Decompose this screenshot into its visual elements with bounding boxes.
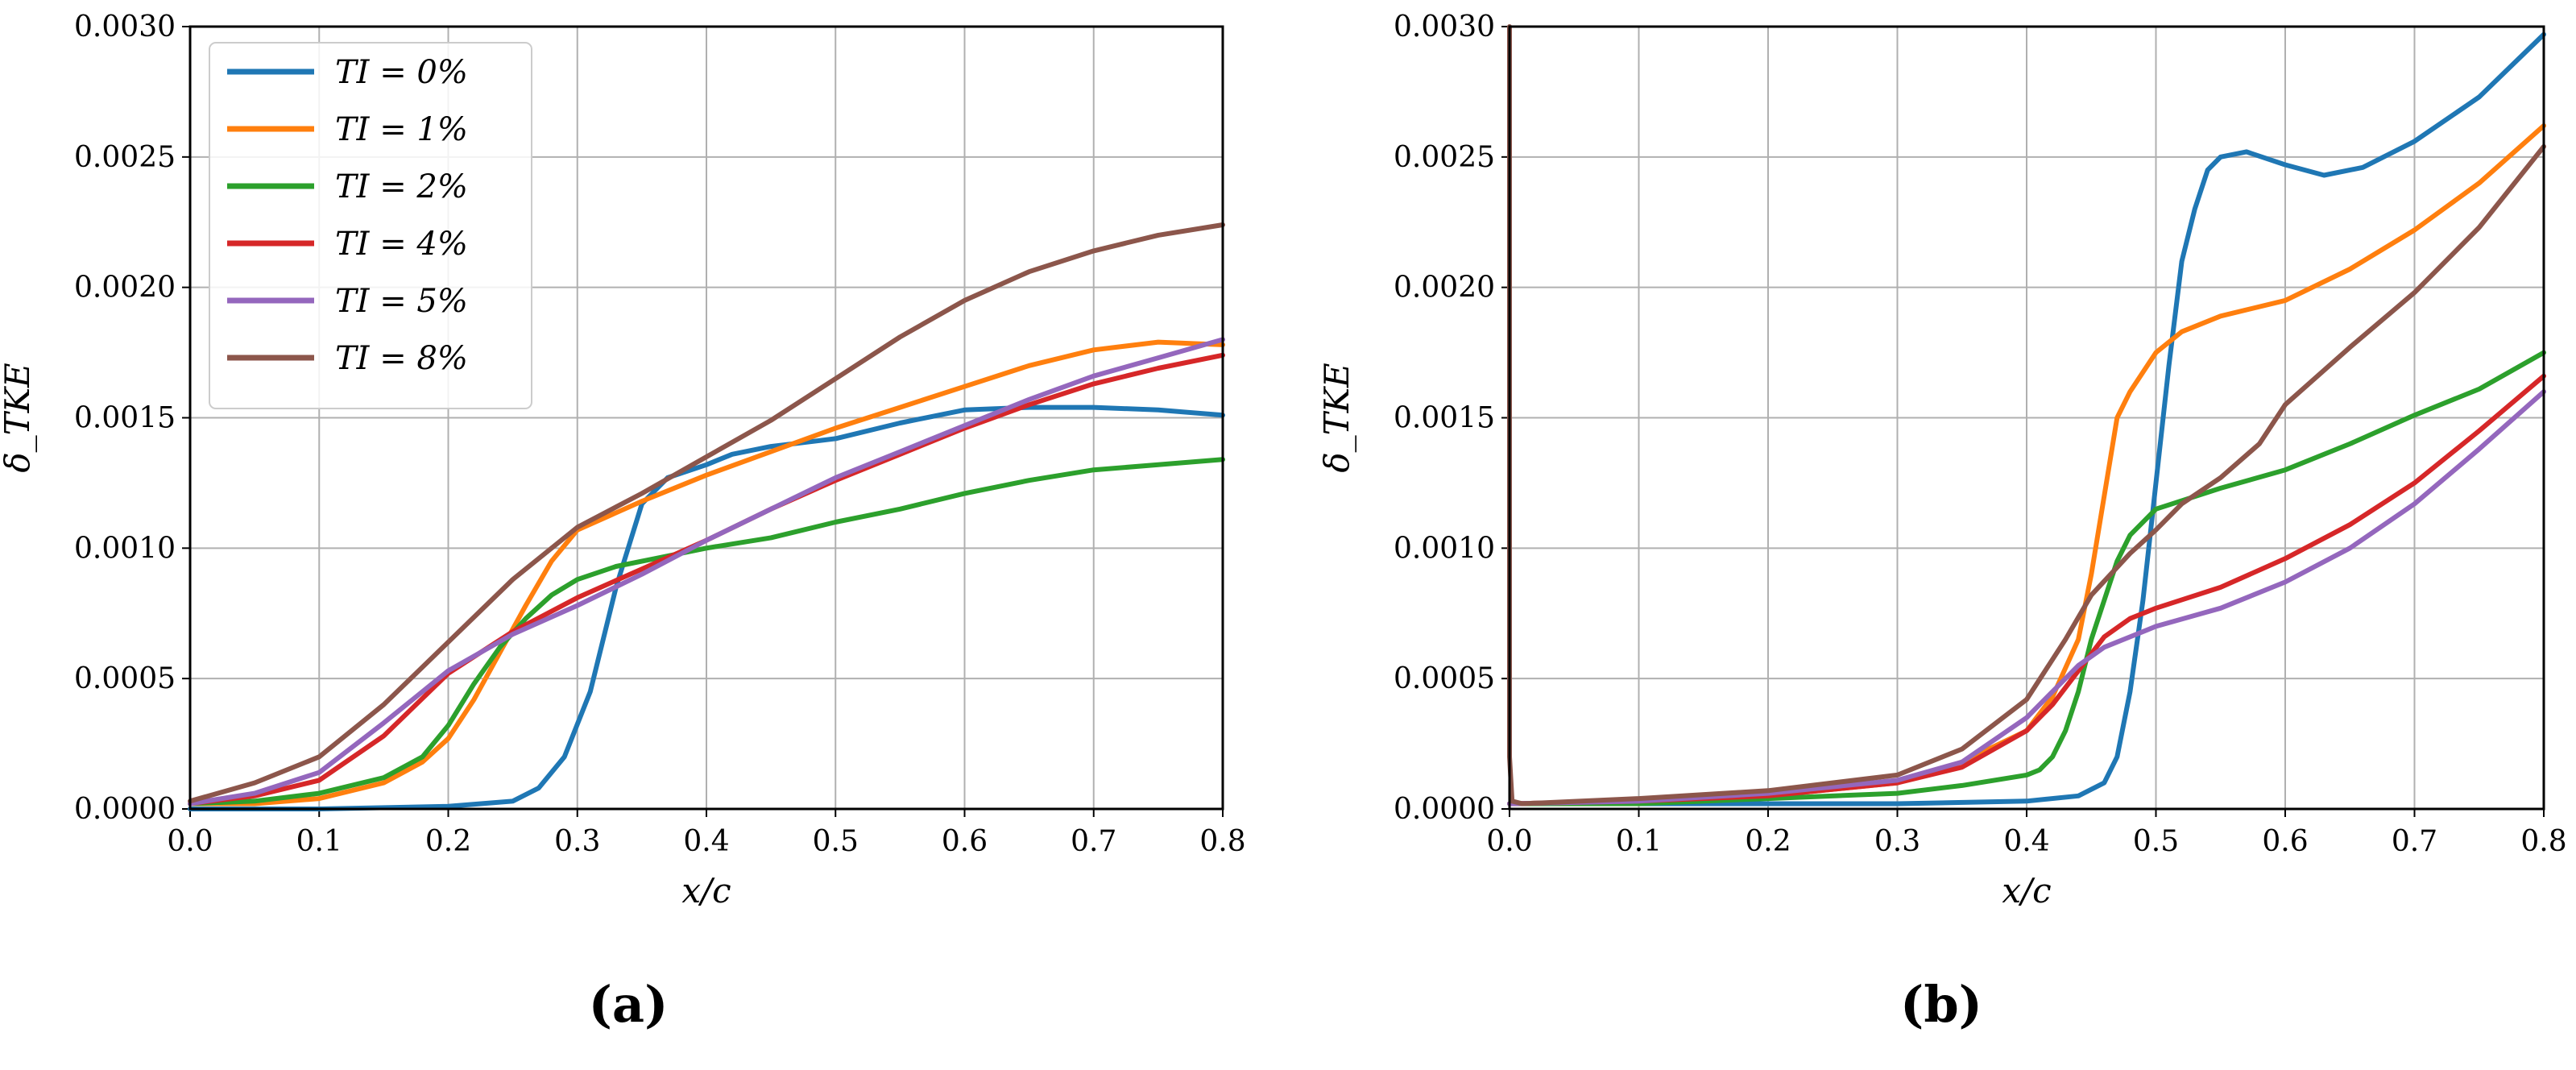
x-tick-label: 0.0 (1486, 825, 1532, 858)
y-tick-label: 0.0005 (1394, 662, 1495, 695)
y-tick-label: 0.0005 (74, 662, 176, 695)
series-line-4pct (1507, 373, 2546, 807)
grid-a (189, 26, 1224, 810)
lines-a (188, 222, 1225, 811)
x-tick-label: 0.4 (683, 825, 729, 858)
series-line-5pct (188, 337, 1225, 807)
x-tick-label: 0.7 (2392, 825, 2437, 858)
x-axis-label-a: x/c (681, 871, 731, 910)
legend-label: TI = 4% (335, 226, 468, 263)
plot-frame-a (188, 25, 1224, 811)
legend-label: TI = 0% (335, 54, 468, 91)
x-tick-label: 0.1 (296, 825, 342, 858)
ticks-b: 0.0 0.1 0.2 0.3 0.4 0.5 0.6 0.7 0.8 0.0000 0.0005 0… (1394, 10, 2567, 858)
x-tick-label: 0.5 (2133, 825, 2179, 858)
x-tick-label: 0.3 (1874, 825, 1920, 858)
x-tick-label: 0.3 (554, 825, 600, 858)
x-tick-label: 0.8 (2520, 825, 2566, 858)
y-tick-label: 0.0010 (74, 532, 176, 565)
ticks-a: 0.0 0.1 0.2 0.3 0.4 0.5 0.6 0.7 0.8 0.0000 0.0005 0… (74, 10, 1246, 858)
series-line-5pct (1507, 389, 2546, 807)
series-line-8pct (1507, 24, 2546, 807)
y-tick-label: 0.0025 (74, 141, 176, 174)
series-line-0pct (1507, 31, 2546, 807)
x-tick-label: 0.7 (1071, 825, 1116, 858)
y-tick-label: 0.0030 (74, 10, 176, 44)
x-axis-label-b: x/c (2002, 871, 2051, 910)
legend-label: TI = 8% (335, 340, 468, 377)
y-tick-label: 0.0015 (1394, 402, 1495, 435)
caption-b: (b) (1900, 975, 1982, 1034)
legend-label: TI = 2% (335, 168, 468, 205)
legend-a: TI = 0% TI = 1% TI = 2% TI = 4% TI = 5% TI = … (209, 42, 532, 409)
y-tick-label: 0.0020 (74, 272, 176, 305)
grid-b (1509, 26, 2545, 810)
x-tick-label: 0.4 (2003, 825, 2049, 858)
lines-b (1507, 24, 2546, 807)
x-tick-label: 0.5 (813, 825, 859, 858)
y-tick-label: 0.0015 (74, 402, 176, 435)
series-line-2pct (1507, 350, 2546, 807)
legend-label: TI = 5% (335, 283, 468, 320)
y-tick-label: 0.0010 (1394, 532, 1495, 565)
y-tick-label: 0.0025 (1394, 141, 1495, 174)
legend-label: TI = 1% (335, 111, 468, 148)
x-tick-label: 0.6 (942, 825, 988, 858)
caption-a: (a) (589, 975, 669, 1034)
series-line-2pct (188, 457, 1225, 807)
x-tick-label: 0.2 (425, 825, 471, 858)
panel-a: 0.0 0.1 0.2 0.3 0.4 0.5 0.6 0.7 0.8 0.0000 0.0005 0… (0, 10, 1246, 1034)
y-tick-label: 0.0000 (74, 793, 176, 826)
panel-b: 0.0 0.1 0.2 0.3 0.4 0.5 0.6 0.7 0.8 0.0000 0.0005 0… (1317, 10, 2567, 1034)
legend-box (209, 42, 532, 409)
series-line-8pct (188, 222, 1225, 804)
x-tick-label: 0.8 (1199, 825, 1245, 858)
y-axis-label-b: δ_TKE (1317, 363, 1356, 472)
y-tick-label: 0.0030 (1394, 10, 1495, 44)
y-tick-label: 0.0020 (1394, 272, 1495, 305)
y-tick-label: 0.0000 (1394, 793, 1495, 826)
x-tick-label: 0.1 (1616, 825, 1662, 858)
x-tick-label: 0.6 (2262, 825, 2308, 858)
y-axis-label-a: δ_TKE (0, 363, 37, 472)
x-tick-label: 0.2 (1745, 825, 1791, 858)
plot-frame-b (1508, 25, 2545, 811)
x-tick-label: 0.0 (167, 825, 213, 858)
